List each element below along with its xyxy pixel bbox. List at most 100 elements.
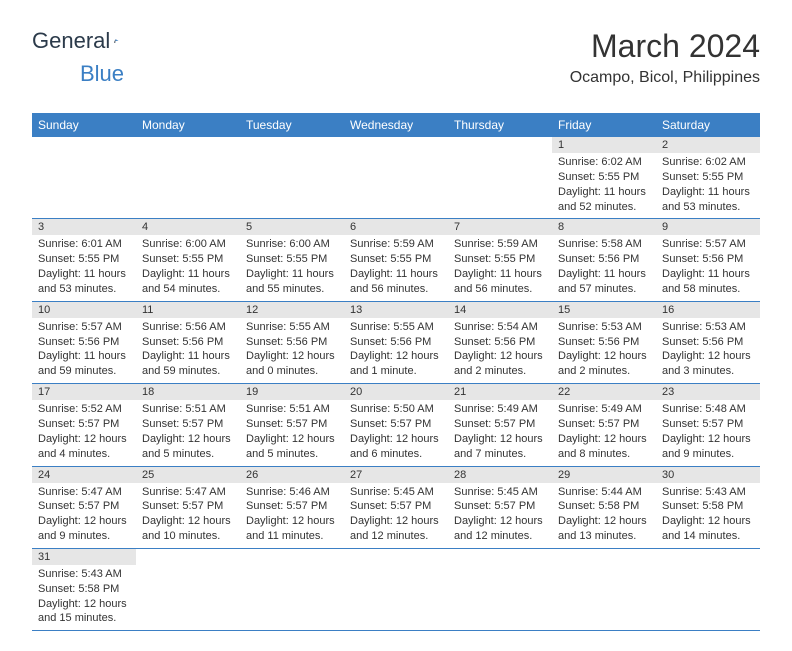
daylight-text: Daylight: 12 hours and 9 minutes.: [38, 514, 130, 544]
day-cell: 27Sunrise: 5:45 AMSunset: 5:57 PMDayligh…: [344, 466, 448, 548]
day-data: Sunrise: 5:44 AMSunset: 5:58 PMDaylight:…: [552, 483, 656, 548]
sunrise-text: Sunrise: 5:49 AM: [454, 402, 546, 417]
sunset-text: Sunset: 5:56 PM: [38, 335, 130, 350]
daylight-text: Daylight: 12 hours and 13 minutes.: [558, 514, 650, 544]
day-data: Sunrise: 5:53 AMSunset: 5:56 PMDaylight:…: [552, 318, 656, 383]
day-data: Sunrise: 5:55 AMSunset: 5:56 PMDaylight:…: [240, 318, 344, 383]
sunrise-text: Sunrise: 5:57 AM: [662, 237, 754, 252]
empty-cell: [136, 137, 240, 219]
day-data: Sunrise: 5:56 AMSunset: 5:56 PMDaylight:…: [136, 318, 240, 383]
sunrise-text: Sunrise: 6:01 AM: [38, 237, 130, 252]
sunset-text: Sunset: 5:55 PM: [142, 252, 234, 267]
day-number: 30: [656, 467, 760, 483]
day-number: 1: [552, 137, 656, 153]
sunset-text: Sunset: 5:58 PM: [38, 582, 130, 597]
daylight-text: Daylight: 12 hours and 8 minutes.: [558, 432, 650, 462]
day-data: Sunrise: 5:47 AMSunset: 5:57 PMDaylight:…: [32, 483, 136, 548]
day-cell: 30Sunrise: 5:43 AMSunset: 5:58 PMDayligh…: [656, 466, 760, 548]
day-number: 13: [344, 302, 448, 318]
day-data: Sunrise: 5:49 AMSunset: 5:57 PMDaylight:…: [448, 400, 552, 465]
month-title: March 2024: [570, 28, 760, 65]
sunset-text: Sunset: 5:56 PM: [558, 252, 650, 267]
empty-cell: [344, 548, 448, 630]
empty-cell: [32, 137, 136, 219]
day-number: 7: [448, 219, 552, 235]
day-cell: 22Sunrise: 5:49 AMSunset: 5:57 PMDayligh…: [552, 384, 656, 466]
empty-cell: [136, 548, 240, 630]
day-cell: 21Sunrise: 5:49 AMSunset: 5:57 PMDayligh…: [448, 384, 552, 466]
sunset-text: Sunset: 5:55 PM: [662, 170, 754, 185]
day-data: Sunrise: 5:52 AMSunset: 5:57 PMDaylight:…: [32, 400, 136, 465]
day-number: 27: [344, 467, 448, 483]
sunrise-text: Sunrise: 5:43 AM: [662, 485, 754, 500]
daylight-text: Daylight: 12 hours and 2 minutes.: [454, 349, 546, 379]
logo-text-blue: Blue: [80, 61, 124, 87]
empty-cell: [448, 548, 552, 630]
day-cell: 18Sunrise: 5:51 AMSunset: 5:57 PMDayligh…: [136, 384, 240, 466]
daylight-text: Daylight: 11 hours and 55 minutes.: [246, 267, 338, 297]
sunset-text: Sunset: 5:57 PM: [38, 417, 130, 432]
sunset-text: Sunset: 5:55 PM: [350, 252, 442, 267]
day-cell: 23Sunrise: 5:48 AMSunset: 5:57 PMDayligh…: [656, 384, 760, 466]
daylight-text: Daylight: 11 hours and 52 minutes.: [558, 185, 650, 215]
location-subtitle: Ocampo, Bicol, Philippines: [570, 69, 760, 87]
daylight-text: Daylight: 11 hours and 59 minutes.: [38, 349, 130, 379]
day-number: 31: [32, 549, 136, 565]
day-number: 21: [448, 384, 552, 400]
day-cell: 10Sunrise: 5:57 AMSunset: 5:56 PMDayligh…: [32, 301, 136, 383]
empty-cell: [448, 137, 552, 219]
sunrise-text: Sunrise: 5:45 AM: [454, 485, 546, 500]
day-number: 16: [656, 302, 760, 318]
day-number: 4: [136, 219, 240, 235]
sunrise-text: Sunrise: 5:59 AM: [454, 237, 546, 252]
day-data: Sunrise: 6:00 AMSunset: 5:55 PMDaylight:…: [240, 235, 344, 300]
day-number: 8: [552, 219, 656, 235]
daylight-text: Daylight: 12 hours and 3 minutes.: [662, 349, 754, 379]
daylight-text: Daylight: 12 hours and 5 minutes.: [246, 432, 338, 462]
day-cell: 12Sunrise: 5:55 AMSunset: 5:56 PMDayligh…: [240, 301, 344, 383]
sunrise-text: Sunrise: 5:51 AM: [246, 402, 338, 417]
empty-cell: [656, 548, 760, 630]
sunrise-text: Sunrise: 5:48 AM: [662, 402, 754, 417]
sunset-text: Sunset: 5:55 PM: [558, 170, 650, 185]
calendar-body: 1Sunrise: 6:02 AMSunset: 5:55 PMDaylight…: [32, 137, 760, 631]
empty-cell: [240, 137, 344, 219]
day-number: 5: [240, 219, 344, 235]
daylight-text: Daylight: 11 hours and 56 minutes.: [350, 267, 442, 297]
day-data: Sunrise: 5:59 AMSunset: 5:55 PMDaylight:…: [344, 235, 448, 300]
sunrise-text: Sunrise: 5:55 AM: [246, 320, 338, 335]
day-number: 26: [240, 467, 344, 483]
sunrise-text: Sunrise: 5:53 AM: [558, 320, 650, 335]
empty-cell: [240, 548, 344, 630]
daylight-text: Daylight: 12 hours and 4 minutes.: [38, 432, 130, 462]
weekday-sunday: Sunday: [32, 113, 136, 137]
daylight-text: Daylight: 12 hours and 12 minutes.: [350, 514, 442, 544]
empty-cell: [344, 137, 448, 219]
sunset-text: Sunset: 5:57 PM: [246, 417, 338, 432]
daylight-text: Daylight: 11 hours and 57 minutes.: [558, 267, 650, 297]
day-data: Sunrise: 5:49 AMSunset: 5:57 PMDaylight:…: [552, 400, 656, 465]
sunset-text: Sunset: 5:56 PM: [246, 335, 338, 350]
weekday-monday: Monday: [136, 113, 240, 137]
day-cell: 28Sunrise: 5:45 AMSunset: 5:57 PMDayligh…: [448, 466, 552, 548]
daylight-text: Daylight: 12 hours and 7 minutes.: [454, 432, 546, 462]
day-data: Sunrise: 5:46 AMSunset: 5:57 PMDaylight:…: [240, 483, 344, 548]
sunset-text: Sunset: 5:56 PM: [350, 335, 442, 350]
sunset-text: Sunset: 5:56 PM: [454, 335, 546, 350]
weekday-tuesday: Tuesday: [240, 113, 344, 137]
sunrise-text: Sunrise: 5:47 AM: [38, 485, 130, 500]
day-cell: 24Sunrise: 5:47 AMSunset: 5:57 PMDayligh…: [32, 466, 136, 548]
sunset-text: Sunset: 5:57 PM: [454, 499, 546, 514]
day-number: 9: [656, 219, 760, 235]
daylight-text: Daylight: 12 hours and 2 minutes.: [558, 349, 650, 379]
day-cell: 15Sunrise: 5:53 AMSunset: 5:56 PMDayligh…: [552, 301, 656, 383]
day-data: Sunrise: 5:48 AMSunset: 5:57 PMDaylight:…: [656, 400, 760, 465]
daylight-text: Daylight: 12 hours and 10 minutes.: [142, 514, 234, 544]
day-cell: 29Sunrise: 5:44 AMSunset: 5:58 PMDayligh…: [552, 466, 656, 548]
day-cell: 17Sunrise: 5:52 AMSunset: 5:57 PMDayligh…: [32, 384, 136, 466]
day-cell: 25Sunrise: 5:47 AMSunset: 5:57 PMDayligh…: [136, 466, 240, 548]
calendar-row: 1Sunrise: 6:02 AMSunset: 5:55 PMDaylight…: [32, 137, 760, 219]
daylight-text: Daylight: 12 hours and 12 minutes.: [454, 514, 546, 544]
day-number: 19: [240, 384, 344, 400]
day-data: Sunrise: 5:59 AMSunset: 5:55 PMDaylight:…: [448, 235, 552, 300]
